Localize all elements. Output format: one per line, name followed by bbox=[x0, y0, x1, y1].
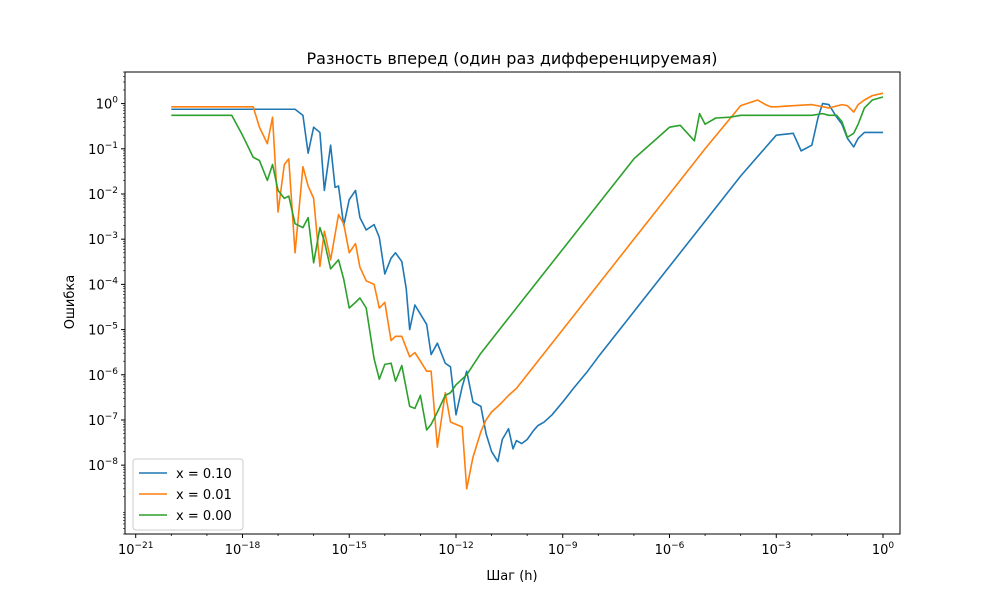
x-tick-label: 10−9 bbox=[548, 541, 578, 558]
plot-frame bbox=[124, 71, 901, 535]
series-line-0 bbox=[171, 102, 884, 463]
series-line-2 bbox=[171, 96, 884, 431]
x-tick-label: 100 bbox=[872, 541, 895, 558]
y-axis-label: Ошибка bbox=[63, 275, 78, 329]
legend: x = 0.10 x = 0.01 x = 0.00 bbox=[132, 458, 244, 531]
series-line-1 bbox=[171, 92, 884, 490]
legend-box bbox=[132, 458, 244, 531]
y-tick-label: 100 bbox=[96, 96, 119, 113]
legend-label-0: x = 0.10 bbox=[176, 467, 232, 482]
x-tick-label: 10−21 bbox=[118, 541, 154, 558]
y-tick-label: 10−6 bbox=[88, 367, 118, 384]
x-tick-label: 10−15 bbox=[331, 541, 367, 558]
y-tick-label: 10−3 bbox=[88, 231, 118, 248]
x-tick-label: 10−6 bbox=[655, 541, 685, 558]
plot-area: 10−21 10−18 10−15 10−12 10−9 10−6 10−3 100 10−8 1… bbox=[88, 71, 901, 558]
x-tick-label: 10−12 bbox=[438, 541, 474, 558]
x-tick-label: 10−3 bbox=[761, 541, 791, 558]
legend-label-2: x = 0.00 bbox=[176, 509, 232, 524]
y-tick-label: 10−8 bbox=[88, 457, 118, 474]
legend-label-1: x = 0.01 bbox=[176, 488, 232, 503]
x-axis-label: Шаг (h) bbox=[486, 569, 537, 584]
y-tick-label: 10−4 bbox=[88, 276, 118, 293]
y-tick-label: 10−1 bbox=[88, 141, 118, 158]
y-tick-label: 10−7 bbox=[88, 412, 118, 429]
chart-title: Разность вперед (один раз дифференцируем… bbox=[307, 49, 718, 68]
y-tick-label: 10−5 bbox=[88, 322, 118, 339]
y-tick-label: 10−2 bbox=[88, 186, 118, 203]
x-tick-label: 10−18 bbox=[225, 541, 261, 558]
